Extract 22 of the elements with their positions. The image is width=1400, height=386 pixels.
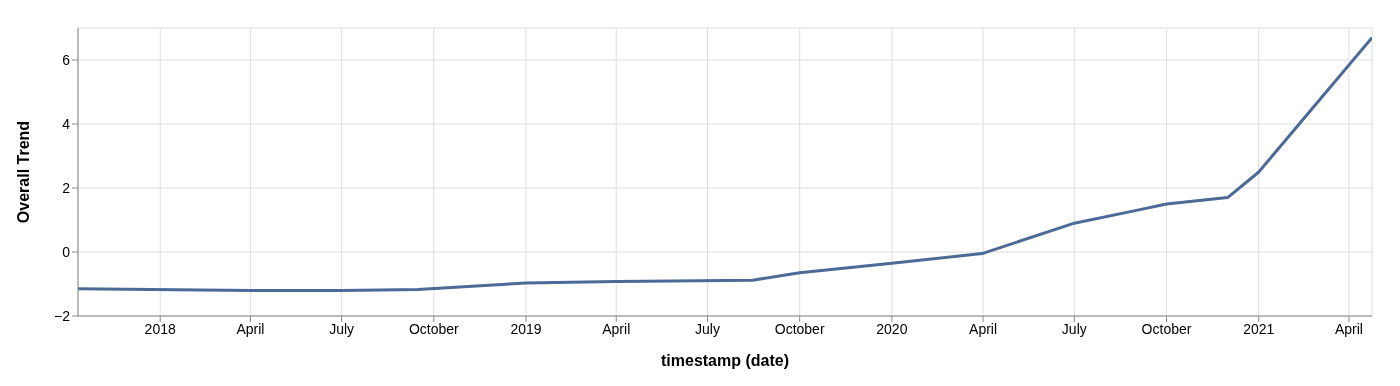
x-tick-label: April <box>969 320 998 337</box>
x-tick-label: July <box>1061 320 1087 337</box>
x-axis-title: timestamp (date) <box>660 352 790 369</box>
y-tick-label: 0 <box>62 243 71 260</box>
x-tick-label: October <box>1141 320 1192 337</box>
x-tick-label: 2021 <box>1243 320 1275 337</box>
x-tick-label: April <box>602 320 631 337</box>
x-tick-label: October <box>774 320 825 337</box>
x-tick-label: July <box>695 320 720 337</box>
x-tick-label: 2018 <box>144 320 176 337</box>
y-tick-label: 4 <box>62 115 71 132</box>
x-tick-label: October <box>408 320 460 337</box>
x-tick-label: April <box>1334 320 1363 337</box>
y-axis-title: Overall Trend <box>14 120 32 224</box>
y-tick-label: 2 <box>62 179 71 196</box>
x-tick-label: July <box>329 320 355 337</box>
x-tick-label: 2020 <box>876 320 908 337</box>
y-tick-label: −2 <box>54 307 71 324</box>
x-tick-label: April <box>236 320 265 337</box>
y-tick-label: 6 <box>62 51 71 68</box>
line-series <box>78 36 1372 292</box>
x-tick-label: 2019 <box>510 320 542 337</box>
